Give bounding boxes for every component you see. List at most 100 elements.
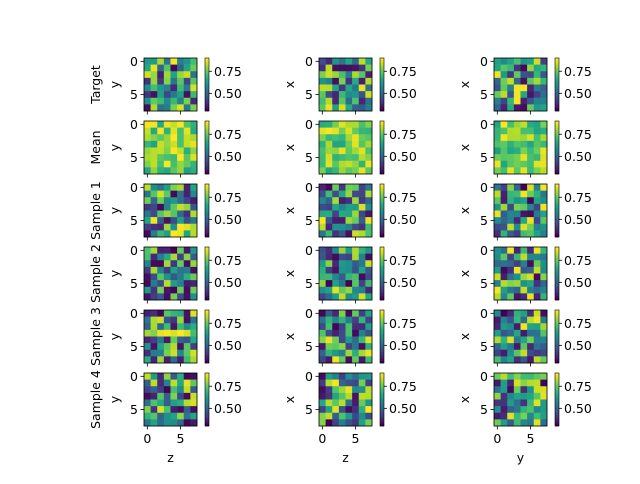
heatmap-cell [190, 77, 198, 85]
heatmap-cell [345, 184, 353, 191]
colorbar-segment [380, 384, 384, 387]
heatmap-cell [345, 379, 353, 387]
colorbar-segment [555, 358, 559, 362]
colorbar-segment [205, 288, 209, 292]
heatmap-cell [520, 373, 528, 380]
colorbar-segment [380, 390, 384, 394]
colorbar-segment [555, 127, 559, 131]
colorbar-segment [555, 419, 559, 422]
colorbar-segment [205, 156, 209, 159]
heatmap-cell [190, 293, 198, 301]
heatmap-cell [527, 316, 535, 324]
colorbar-segment [380, 277, 384, 281]
heatmap-cell [365, 91, 373, 99]
colorbar-segment [555, 410, 559, 414]
colorbar-segment [380, 318, 384, 322]
heatmap-cell [150, 210, 158, 218]
heatmap-cell [358, 210, 366, 218]
colorbar-segment [555, 414, 559, 418]
heatmap-cell [365, 386, 373, 394]
heatmap-cell [332, 373, 340, 380]
heatmap-cell [170, 392, 178, 400]
heatmap-cell [150, 203, 158, 211]
heatmap-cell [150, 64, 158, 72]
y-axis-label: x [282, 270, 297, 277]
heatmap-cell [319, 84, 326, 92]
heatmap-cell [338, 266, 346, 274]
heatmap-cell [144, 230, 151, 238]
heatmap-cell [507, 97, 515, 105]
heatmap-cell [365, 286, 373, 294]
colorbar-tick-label: 0.50 [214, 275, 242, 290]
heatmap-cell [338, 71, 346, 79]
heatmap-cell [190, 419, 198, 427]
heatmap-cell [190, 266, 198, 274]
colorbar-segment [205, 80, 209, 83]
y-tick-label: 5 [305, 213, 313, 228]
heatmap-cell [520, 386, 528, 394]
colorbar-segment [555, 373, 559, 376]
heatmap-cell [513, 316, 521, 324]
x-tick-label: 0 [493, 431, 501, 446]
heatmap-cell [144, 77, 151, 85]
heatmap-cell [507, 160, 515, 168]
heatmap-cell [533, 160, 541, 168]
y-tick-label: 0 [130, 306, 138, 321]
heatmap-cell [150, 197, 158, 205]
colorbar-segment [555, 399, 559, 403]
heatmap-cell [319, 266, 326, 274]
heatmap-cell [533, 230, 541, 238]
heatmap-cell [163, 167, 171, 175]
heatmap-cell [507, 140, 515, 148]
heatmap-cell [332, 343, 340, 351]
colorbar-segment [205, 375, 209, 378]
colorbar-frame [554, 183, 560, 238]
heatmap-cell [500, 77, 508, 85]
heatmap-cell [338, 273, 346, 281]
heatmap-cell [177, 356, 185, 364]
colorbar-segment [555, 143, 559, 146]
colorbar-segment [205, 262, 209, 265]
panel-frame [493, 246, 548, 301]
heatmap-cell [345, 260, 353, 268]
colorbar-segment [380, 286, 384, 290]
colorbar-tick-label: 0.50 [389, 149, 417, 164]
heatmap-cell [325, 392, 333, 400]
heatmap-cell [540, 230, 548, 238]
colorbar-segment [205, 123, 209, 126]
heatmap-cell [352, 419, 360, 427]
heatmap-cell [177, 64, 185, 72]
heatmap-cell [494, 77, 501, 85]
heatmap-cell [533, 373, 541, 380]
y-axis-label: y [107, 395, 122, 403]
heatmap-cell [332, 184, 340, 191]
heatmap-cell [345, 203, 353, 211]
heatmap-cell [157, 266, 165, 274]
heatmap-cell [533, 316, 541, 324]
heatmap-cell [365, 406, 373, 414]
heatmap-cell [163, 316, 171, 324]
heatmap-cell [150, 184, 158, 191]
colorbar-frame [379, 120, 385, 175]
colorbar-segment [205, 381, 209, 385]
heatmap-cell [507, 323, 515, 331]
colorbar-segment [205, 86, 209, 90]
heatmap-cell [144, 406, 151, 414]
heatmap-cell [183, 406, 191, 414]
heatmap-cell [177, 210, 185, 218]
colorbar-segment [380, 140, 384, 144]
heatmap-cell [338, 134, 346, 142]
colorbar-frame [554, 57, 560, 112]
colorbar-segment [205, 201, 209, 205]
heatmap-cell [144, 64, 151, 72]
heatmap-cell [177, 260, 185, 268]
colorbar-segment [380, 82, 384, 85]
colorbar-segment [555, 221, 559, 225]
colorbar-tick-label: 0.75 [389, 253, 417, 268]
colorbar-segment [205, 88, 209, 92]
colorbar-segment [380, 397, 384, 400]
heatmap-cell [540, 392, 548, 400]
colorbar-segment [380, 93, 384, 96]
heatmap-cell [500, 203, 508, 211]
heatmap-cell [494, 190, 501, 198]
